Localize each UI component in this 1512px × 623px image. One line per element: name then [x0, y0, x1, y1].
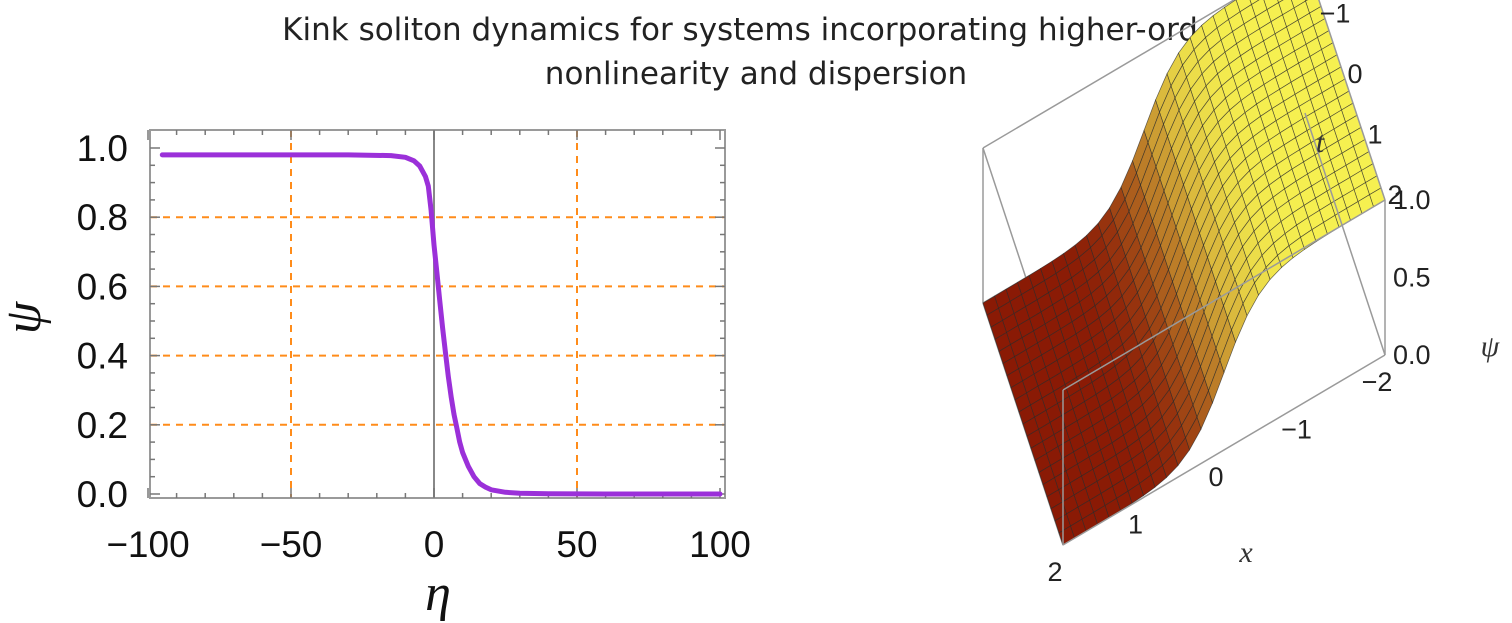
x-axis-label: x: [1238, 536, 1253, 569]
line-chart: −100 −50 0 50 100 0.0 0.2 0.4 0.6 0.8 1.0 η ψ: [0, 128, 751, 622]
plot-frame: [149, 129, 726, 499]
box-edge: [982, 0, 1236, 149]
y-tick-label: 0.0: [77, 474, 128, 515]
y-tick-label: 0.4: [77, 336, 128, 377]
y-tick-label: 1.0: [77, 128, 128, 169]
x-tick-label: −1: [1281, 415, 1312, 445]
y-tick-label: 0.6: [77, 266, 128, 307]
y-tick-label: 0.8: [77, 197, 128, 238]
box-edge: [1318, 0, 1386, 201]
x-tick-label: 2: [1047, 557, 1062, 587]
box-edge: [1062, 199, 1386, 391]
x-tick-label: 100: [689, 524, 751, 565]
t-tick-label: 2: [1387, 180, 1402, 210]
x-tick-label: 50: [556, 524, 597, 565]
z-tick-label: 0.0: [1393, 340, 1431, 370]
z-tick-label: 1.0: [1393, 185, 1431, 215]
t-tick-label: −1: [1320, 0, 1351, 29]
x-axis-label: η: [425, 565, 451, 622]
chart-title: Kink soliton dynamics for systems incorp…: [0, 8, 1512, 96]
y-tick-label: 0.2: [77, 405, 128, 446]
t-tick-label: 1: [1367, 120, 1382, 150]
box-edge: [1062, 354, 1386, 546]
z-axis-label: ψ: [1481, 330, 1501, 363]
box-edge: [1304, 112, 1386, 356]
x-tick-label: −50: [260, 524, 323, 565]
x-tick-label: 0: [1208, 462, 1223, 492]
z-tick-label: 0.5: [1393, 263, 1431, 293]
x-tick-label: −2: [1362, 367, 1393, 397]
x-tick-label: 0: [424, 524, 445, 565]
series-line: [159, 152, 723, 497]
y-axis-label: ψ: [0, 300, 52, 334]
chart-title-line-1: Kink soliton dynamics for systems incorp…: [282, 12, 1230, 48]
t-tick-label: 0: [1347, 59, 1362, 89]
x-tick-label: −100: [106, 524, 189, 565]
x-tick-label: 1: [1128, 510, 1143, 540]
chart-title-line-2: nonlinearity and dispersion: [544, 56, 968, 92]
t-axis-label: t: [1316, 126, 1325, 159]
